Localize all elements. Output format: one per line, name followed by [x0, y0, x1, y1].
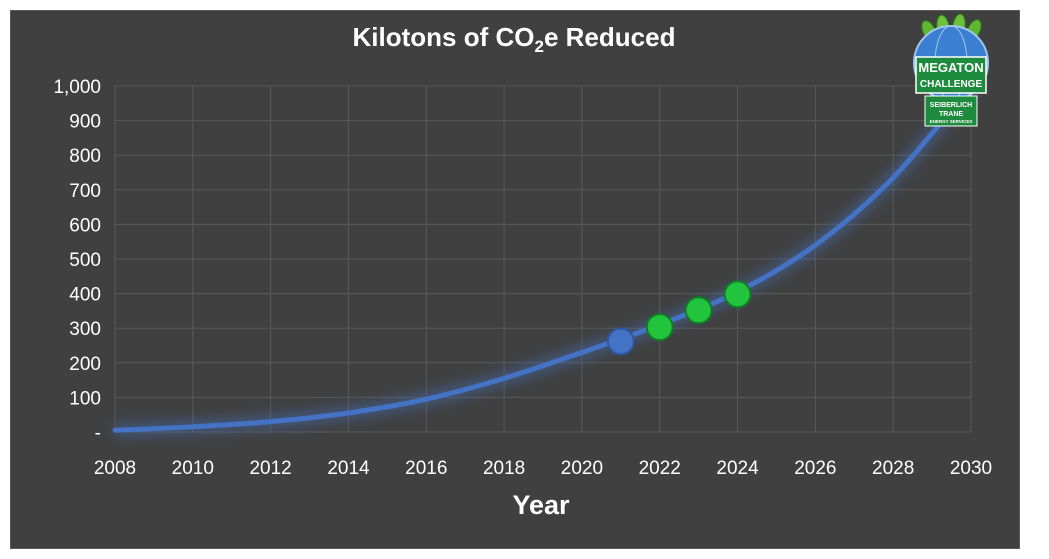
grid-lines — [114, 85, 972, 433]
milestone-marker — [723, 280, 752, 309]
x-tick-label: 2022 — [639, 458, 681, 479]
chart-title-rest: e Reduced — [544, 22, 676, 52]
y-axis-tick-labels: - 100 200 300 400 500 600 700 800 900 1,000 — [53, 77, 101, 444]
series-line-glow — [114, 81, 977, 438]
data-point-marker — [606, 327, 635, 356]
y-tick-label: 100 — [69, 388, 101, 409]
megaton-challenge-logo: MEGATON CHALLENGE SEIBERLICH TRANE ENERG… — [913, 13, 989, 127]
logo-banner — [915, 56, 987, 94]
x-tick-label: 2012 — [249, 458, 291, 479]
y-tick-label: 700 — [69, 181, 101, 202]
logo-shield — [924, 95, 978, 127]
x-tick-label: 2018 — [483, 458, 525, 479]
y-tick-label: 1,000 — [53, 77, 101, 98]
logo-text-energy-services: ENERGY SERVICES — [930, 119, 973, 124]
chart-title: Kilotons of CO2e Reduced — [353, 22, 676, 56]
y-tick-label: 400 — [69, 285, 101, 306]
x-tick-label: 2010 — [172, 458, 214, 479]
x-tick-label: 2016 — [405, 458, 447, 479]
x-tick-label: 2020 — [561, 458, 603, 479]
chart-title-subscript: 2 — [535, 37, 544, 56]
milestone-marker — [645, 313, 674, 342]
y-tick-label: 200 — [69, 354, 101, 375]
logo-text-trane: TRANE — [939, 111, 963, 118]
x-tick-label: 2014 — [327, 458, 370, 479]
chart-svg: Kilotons of CO2e Reduced - 100 200 300 400 50… — [53, 13, 992, 520]
series-group — [112, 81, 977, 438]
y-tick-label: 500 — [69, 250, 101, 271]
x-tick-label: 2026 — [794, 458, 836, 479]
y-tick-label: 800 — [69, 146, 101, 167]
logo-text-challenge: CHALLENGE — [920, 79, 983, 90]
series-line — [112, 83, 974, 433]
milestone-marker — [684, 296, 713, 325]
y-tick-label: 600 — [69, 215, 101, 236]
y-tick-label: 300 — [69, 319, 101, 340]
y-tick-label: 900 — [69, 112, 101, 133]
x-tick-label: 2028 — [872, 458, 914, 479]
chart-title-main: Kilotons of CO — [353, 22, 535, 52]
logo-text-megaton: MEGATON — [918, 60, 983, 75]
y-tick-label: - — [95, 423, 101, 444]
x-tick-label: 2024 — [716, 458, 759, 479]
logo-text-seiberlich: SEIBERLICH — [930, 102, 972, 109]
x-axis-label: Year — [512, 490, 570, 520]
x-tick-label: 2008 — [94, 458, 136, 479]
x-axis-tick-labels: 2008 2010 2012 2014 2016 2018 2020 2022 2024 2026… — [94, 458, 992, 479]
x-tick-label: 2030 — [950, 458, 992, 479]
chart-container: Kilotons of CO2e Reduced - 100 200 300 400 50… — [10, 10, 1020, 549]
marker-group — [606, 280, 752, 356]
